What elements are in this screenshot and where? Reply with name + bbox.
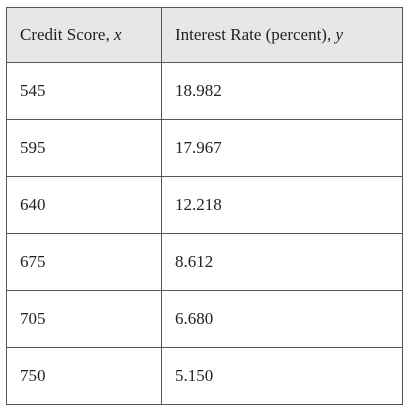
header-label: Interest Rate (percent),: [175, 25, 332, 44]
table-cell: 595: [6, 119, 162, 177]
table-row: 705 6.680: [6, 290, 403, 348]
header-label: Credit Score,: [20, 25, 110, 44]
table-body: 545 18.982 595 17.967 640 12.218 675 8.612 705 6.…: [6, 62, 403, 405]
header-cell: Credit Score, x: [6, 7, 162, 63]
table-row: 675 8.612: [6, 233, 403, 291]
table-cell: 12.218: [161, 176, 403, 234]
table-row: 640 12.218: [6, 176, 403, 234]
table-cell: 750: [6, 347, 162, 405]
table-cell: 545: [6, 62, 162, 120]
table-cell: 705: [6, 290, 162, 348]
header-row: Credit Score, x Interest Rate (percent), …: [6, 7, 403, 63]
table-cell: 6.680: [161, 290, 403, 348]
table-row: 750 5.150: [6, 347, 403, 405]
table-cell: 5.150: [161, 347, 403, 405]
table-cell: 17.967: [161, 119, 403, 177]
header-cell: Interest Rate (percent), y: [161, 7, 403, 63]
table-cell: 675: [6, 233, 162, 291]
data-table: Credit Score, x Interest Rate (percent), …: [6, 7, 403, 405]
table-header: Credit Score, x Interest Rate (percent), …: [6, 7, 403, 63]
header-variable: y: [335, 25, 344, 44]
table-cell: 640: [6, 176, 162, 234]
table-cell: 8.612: [161, 233, 403, 291]
table-row: 595 17.967: [6, 119, 403, 177]
table-row: 545 18.982: [6, 62, 403, 120]
header-variable: x: [113, 25, 122, 44]
table-cell: 18.982: [161, 62, 403, 120]
